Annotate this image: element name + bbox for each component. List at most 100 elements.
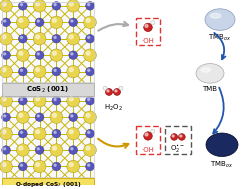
Text: TMB: TMB — [203, 86, 217, 92]
Circle shape — [69, 68, 73, 72]
Circle shape — [115, 90, 117, 92]
Ellipse shape — [205, 9, 235, 30]
Circle shape — [151, 21, 155, 25]
Circle shape — [67, 65, 80, 78]
Circle shape — [69, 163, 73, 167]
Circle shape — [69, 35, 73, 39]
Circle shape — [178, 134, 185, 140]
Circle shape — [19, 2, 27, 10]
Circle shape — [86, 67, 94, 76]
Circle shape — [20, 131, 23, 133]
Circle shape — [2, 2, 6, 6]
Circle shape — [88, 131, 90, 133]
Circle shape — [4, 148, 6, 150]
Circle shape — [36, 97, 40, 101]
Circle shape — [37, 148, 39, 150]
Circle shape — [84, 16, 96, 29]
Circle shape — [36, 130, 40, 134]
Circle shape — [67, 127, 80, 140]
Circle shape — [52, 2, 61, 10]
Circle shape — [145, 24, 148, 27]
Circle shape — [86, 129, 94, 138]
Circle shape — [2, 130, 6, 134]
Circle shape — [36, 68, 40, 72]
Circle shape — [86, 113, 90, 117]
Circle shape — [69, 113, 78, 122]
Text: TMB$_{ox}$: TMB$_{ox}$ — [208, 33, 232, 43]
Circle shape — [20, 69, 23, 71]
Circle shape — [54, 36, 56, 39]
Circle shape — [36, 35, 40, 39]
Circle shape — [2, 35, 6, 39]
Circle shape — [33, 94, 46, 107]
Circle shape — [52, 67, 61, 76]
Circle shape — [36, 163, 40, 167]
Circle shape — [69, 2, 73, 6]
Bar — [2, 2, 94, 82]
Circle shape — [0, 127, 12, 140]
Text: CoS$_2$ (001): CoS$_2$ (001) — [26, 84, 70, 95]
Circle shape — [16, 111, 29, 123]
Circle shape — [54, 4, 56, 6]
Circle shape — [52, 97, 61, 105]
Circle shape — [71, 53, 73, 55]
Circle shape — [16, 144, 29, 156]
Text: TMB$_{ox}$: TMB$_{ox}$ — [210, 160, 234, 170]
Circle shape — [67, 0, 80, 12]
Circle shape — [86, 146, 90, 150]
Circle shape — [50, 49, 63, 61]
Text: ·OH: ·OH — [142, 38, 154, 44]
Circle shape — [4, 20, 6, 22]
FancyBboxPatch shape — [2, 178, 94, 189]
Circle shape — [35, 113, 44, 122]
Circle shape — [19, 67, 27, 76]
Circle shape — [52, 113, 56, 117]
Circle shape — [54, 164, 56, 166]
Text: H$_2$O$_2$: H$_2$O$_2$ — [103, 103, 122, 113]
Text: O$_2^{\bullet-}$: O$_2^{\bullet-}$ — [170, 144, 186, 156]
Circle shape — [0, 94, 12, 107]
Circle shape — [52, 146, 56, 150]
Circle shape — [16, 49, 29, 61]
Circle shape — [20, 4, 23, 6]
Circle shape — [54, 98, 56, 101]
Circle shape — [20, 164, 23, 166]
Circle shape — [54, 131, 56, 133]
Circle shape — [84, 49, 96, 61]
Circle shape — [35, 51, 44, 60]
Circle shape — [144, 132, 152, 140]
Circle shape — [86, 19, 90, 22]
Circle shape — [19, 51, 23, 55]
Bar — [2, 2, 94, 82]
Circle shape — [84, 111, 96, 123]
Circle shape — [50, 144, 63, 156]
Circle shape — [16, 16, 29, 29]
Circle shape — [35, 18, 44, 27]
Bar — [136, 18, 160, 45]
Circle shape — [37, 53, 39, 55]
Circle shape — [69, 146, 78, 154]
Circle shape — [4, 115, 6, 117]
Circle shape — [52, 19, 56, 22]
Circle shape — [144, 23, 152, 32]
Circle shape — [2, 97, 6, 101]
Circle shape — [19, 146, 23, 150]
Circle shape — [71, 20, 73, 22]
Circle shape — [19, 129, 27, 138]
Circle shape — [2, 163, 6, 167]
Circle shape — [35, 146, 44, 154]
Circle shape — [69, 130, 73, 134]
Circle shape — [107, 90, 109, 92]
Circle shape — [20, 36, 23, 39]
Circle shape — [86, 2, 94, 10]
Circle shape — [151, 129, 155, 133]
Circle shape — [19, 113, 23, 117]
Circle shape — [50, 16, 63, 29]
Circle shape — [19, 19, 23, 22]
Circle shape — [86, 51, 90, 55]
Circle shape — [2, 113, 10, 122]
Bar — [165, 126, 191, 154]
Circle shape — [33, 65, 46, 78]
Circle shape — [33, 0, 46, 12]
Circle shape — [88, 36, 90, 39]
